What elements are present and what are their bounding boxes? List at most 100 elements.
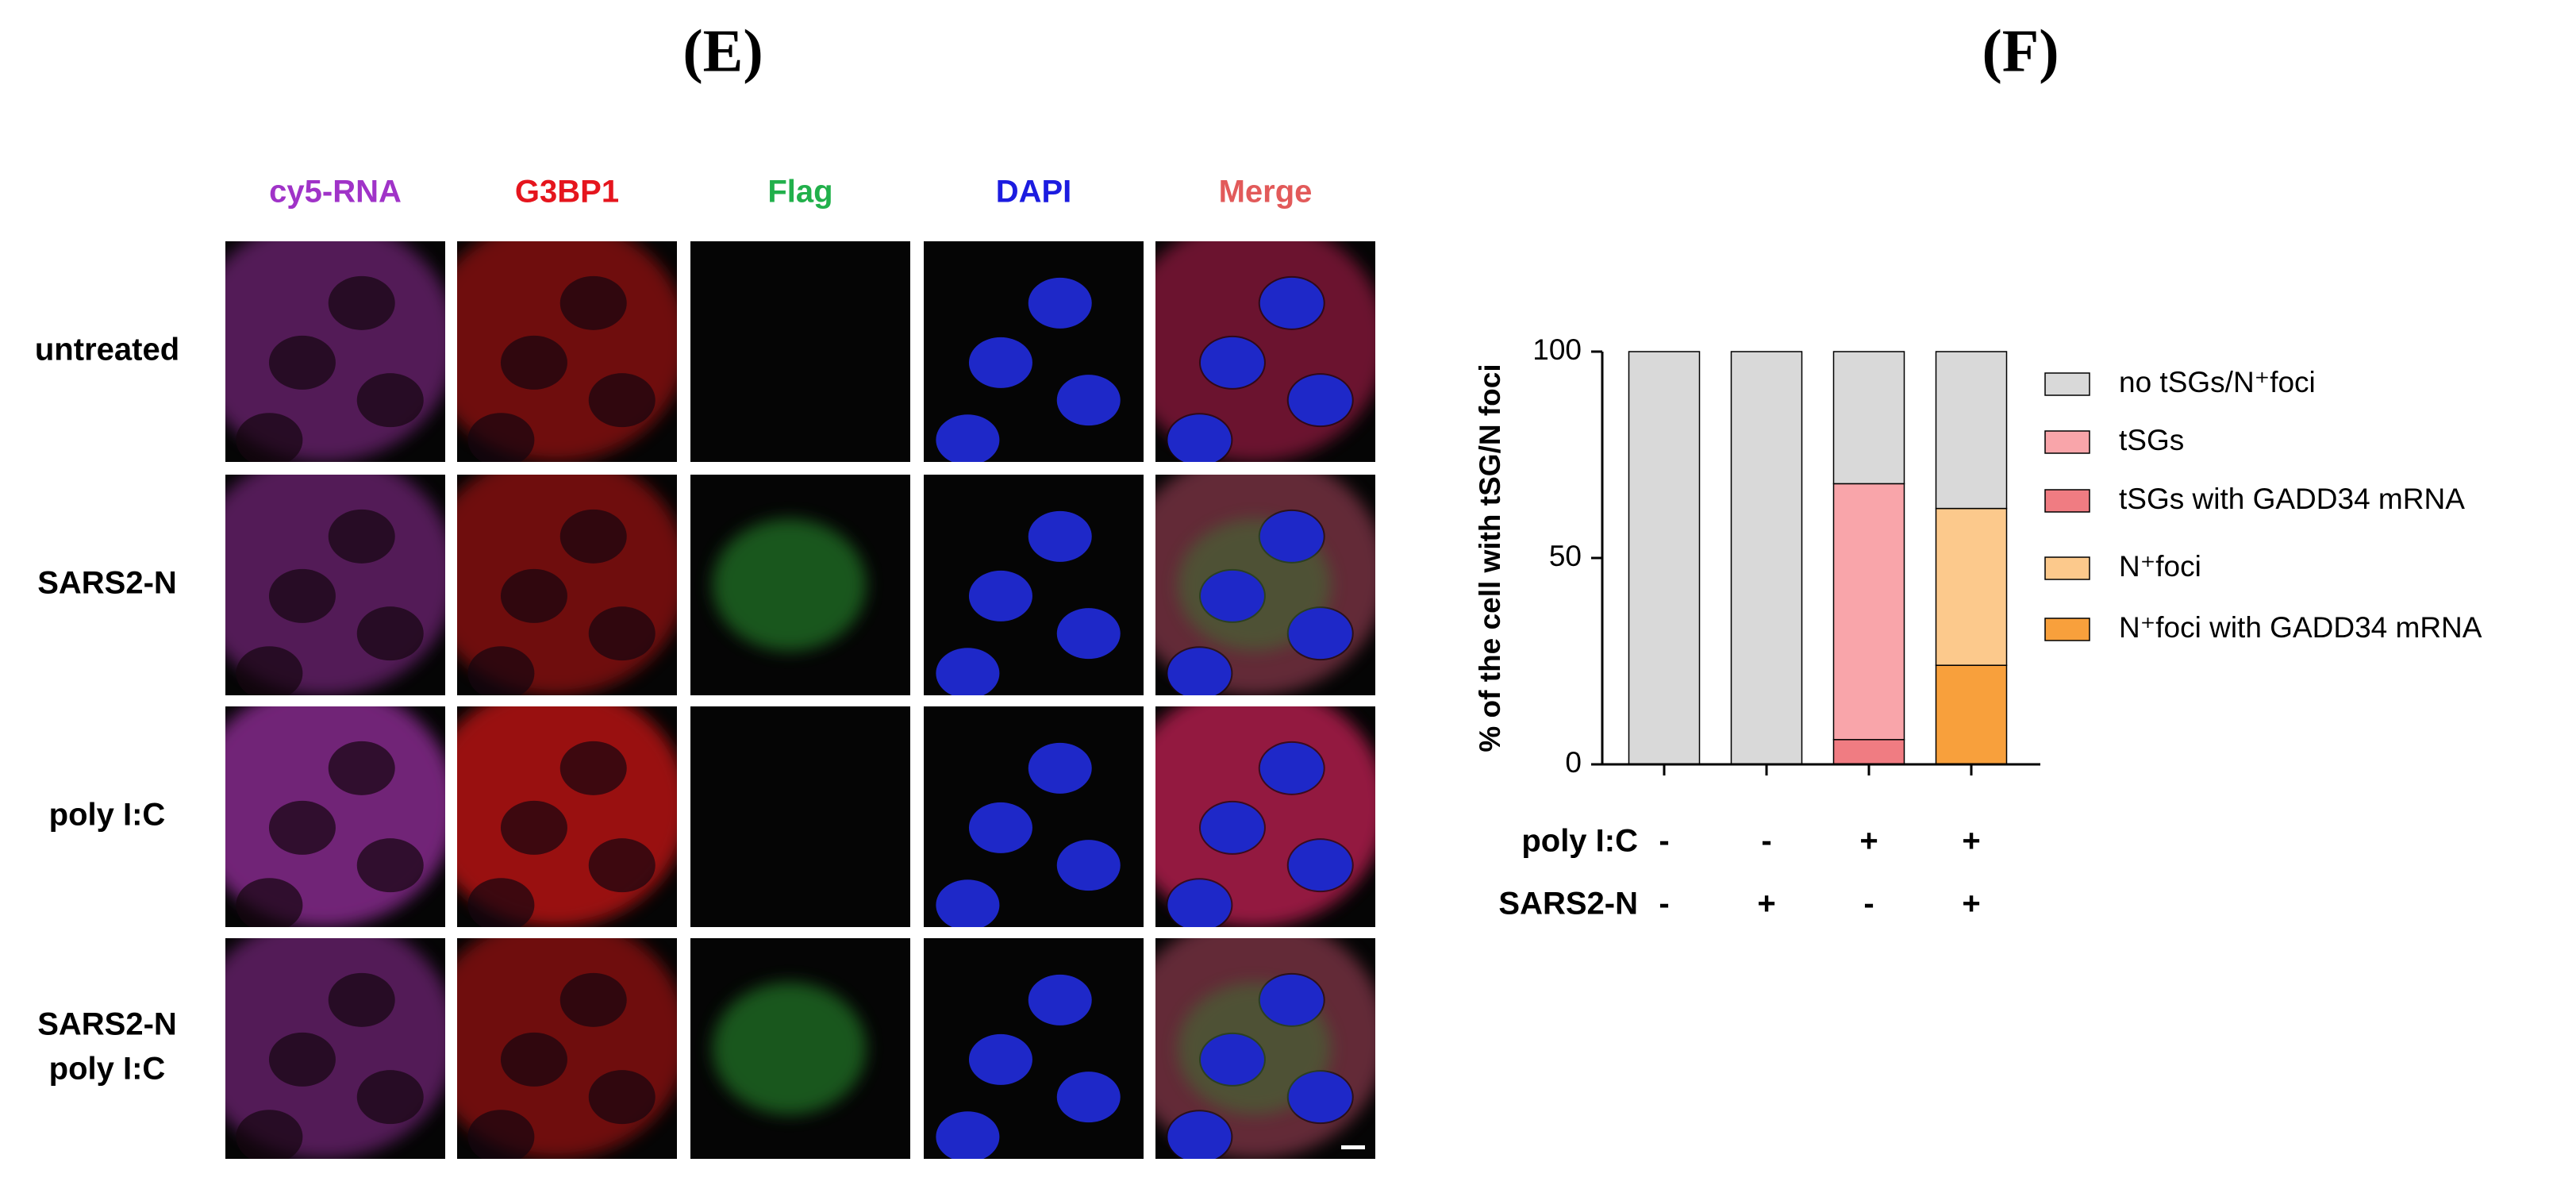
legend-swatch [2044, 372, 2090, 396]
micrograph [1155, 938, 1375, 1159]
row-label: poly I:C [49, 1052, 166, 1087]
cytoplasm [457, 706, 677, 927]
nucleus [968, 1033, 1032, 1085]
panel-label: (F) [1982, 17, 2059, 84]
nucleus-shadow [236, 878, 303, 927]
column-label: Merge [1219, 175, 1313, 210]
nucleus-shadow [236, 1110, 303, 1159]
nucleus [1288, 608, 1352, 660]
nucleus [1167, 414, 1232, 462]
bar-segment [1832, 483, 1905, 741]
nucleus [1056, 1072, 1121, 1123]
micrograph [924, 938, 1144, 1159]
flag-signal [712, 518, 867, 652]
image-content [1155, 241, 1375, 462]
nucleus [1056, 608, 1121, 660]
cytoplasm [457, 241, 677, 462]
scale-bar [1341, 1145, 1365, 1149]
micrograph [924, 475, 1144, 695]
nucleus [1028, 742, 1092, 794]
cytoplasm [225, 938, 445, 1159]
image-background [690, 706, 910, 927]
micrograph [690, 706, 910, 927]
micrograph [1155, 241, 1375, 462]
nucleus-shadow [588, 373, 656, 428]
nucleus-shadow [588, 1070, 656, 1125]
row-label: SARS2-N [37, 1007, 177, 1042]
micrograph [1155, 475, 1375, 695]
nucleus [1259, 277, 1324, 329]
nucleus [1200, 802, 1264, 853]
legend-swatch [2044, 489, 2090, 513]
nucleus-shadow [236, 646, 303, 695]
nucleus [936, 1111, 1000, 1159]
nucleus [1028, 974, 1092, 1025]
nucleus [1028, 277, 1092, 329]
nucleus [1288, 1072, 1352, 1123]
cytoplasm [1155, 241, 1375, 462]
legend-label: N⁺foci with GADD34 mRNA [2119, 611, 2482, 644]
nucleus-shadow [559, 509, 627, 564]
nucleus-shadow [467, 1110, 535, 1159]
cytoplasm [225, 475, 445, 695]
micrograph [225, 241, 445, 462]
bar-segment [1935, 664, 2008, 765]
nucleus-shadow [588, 838, 656, 893]
image-content [225, 706, 445, 927]
micrograph [924, 241, 1144, 462]
nucleus-shadow [500, 1032, 567, 1087]
nucleus [1167, 879, 1232, 927]
image-content [1155, 706, 1375, 927]
micrograph [924, 706, 1144, 927]
nucleus-shadow [328, 741, 395, 795]
nucleus [936, 879, 1000, 927]
nucleus [968, 570, 1032, 621]
nucleus [1200, 570, 1264, 621]
nucleus [968, 802, 1032, 853]
column-label: cy5-RNA [269, 175, 402, 210]
nucleus-shadow [268, 568, 336, 623]
legend-label: N⁺foci [2119, 550, 2201, 583]
nucleus-shadow [559, 741, 627, 795]
nucleus-shadow [559, 972, 627, 1027]
image-content [225, 938, 445, 1159]
micrograph [457, 706, 677, 927]
nucleus [968, 337, 1032, 388]
legend-swatch [2044, 430, 2090, 454]
condition-value: + [1962, 887, 1980, 922]
row-label: poly I:C [49, 798, 166, 833]
nucleus [1259, 974, 1324, 1025]
cytoplasm [225, 706, 445, 927]
nucleus-shadow [268, 335, 336, 390]
nucleus [936, 648, 1000, 695]
cytoplasm [225, 241, 445, 462]
nucleus-shadow [500, 568, 567, 623]
condition-name: SARS2-N [1498, 887, 1638, 922]
nucleus-shadow [467, 413, 535, 462]
condition-value: - [1761, 824, 1771, 859]
condition-name: poly I:C [1521, 824, 1638, 859]
nucleus [1288, 840, 1352, 891]
micrograph [225, 938, 445, 1159]
nucleus [1028, 510, 1092, 562]
image-content [936, 974, 1121, 1159]
nucleus-shadow [328, 275, 395, 330]
bar-segment [1935, 507, 2008, 666]
image-content [712, 982, 867, 1115]
nucleus [1167, 648, 1232, 695]
nucleus-shadow [236, 413, 303, 462]
nucleus-shadow [356, 373, 424, 428]
bar-segment [1832, 351, 1905, 485]
nucleus-shadow [356, 606, 424, 661]
bar-segment [1935, 351, 2008, 510]
nucleus [1259, 742, 1324, 794]
y-tick-label: 50 [1549, 540, 1582, 572]
row-label: SARS2-N [37, 566, 177, 601]
nucleus [1288, 375, 1352, 426]
legend-label: no tSGs/N⁺foci [2119, 366, 2316, 398]
micrograph [457, 241, 677, 462]
nucleus-shadow [328, 509, 395, 564]
column-label: Flag [767, 175, 832, 210]
